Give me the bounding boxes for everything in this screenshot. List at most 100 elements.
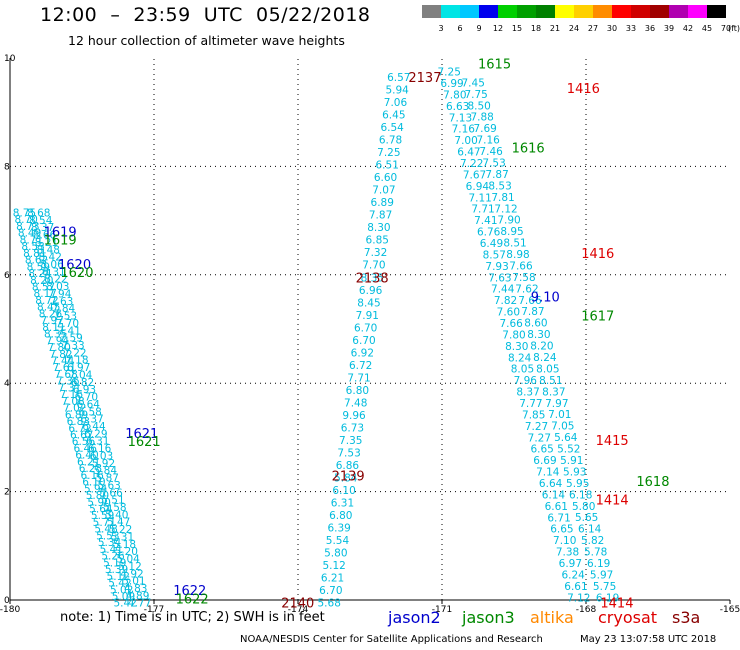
swh-value-label: 7.58	[512, 272, 535, 284]
swh-value-label: 8.17	[34, 288, 57, 300]
swh-value-label: 8.71	[20, 234, 43, 246]
swh-value-label: 5.19	[103, 557, 126, 569]
orbit-pass-label: 2140	[281, 597, 314, 612]
swh-value-label: 6.72	[68, 423, 91, 435]
orbit-pass-label: 1622	[176, 592, 209, 607]
swh-value-label: 6.99	[440, 78, 463, 90]
swh-value-label: 7.48	[344, 397, 367, 409]
swh-value-label: 5.09	[112, 591, 135, 603]
y-tick-label: 4	[4, 379, 10, 389]
swh-value-label: 7.66	[509, 260, 533, 272]
scale-swatch	[593, 5, 612, 18]
swh-value-label: 8.53	[488, 180, 511, 192]
swh-value-label: 7.00	[454, 135, 477, 147]
swh-value-label: 6.92	[351, 347, 374, 359]
scale-tick-label: 45	[702, 24, 712, 33]
swh-value-label: 5.01	[122, 576, 145, 588]
orbit-pass-label: 9.10	[531, 290, 560, 305]
swh-value-label: 6.72	[349, 360, 372, 372]
scale-tick-label: 39	[664, 24, 674, 33]
swh-value-label: 5.34	[98, 537, 122, 549]
x-tick-label: -168	[576, 605, 597, 615]
scale-tick-label: 21	[550, 24, 560, 33]
swh-value-label: 7.91	[356, 310, 379, 322]
swh-value-label: 5.58	[103, 502, 126, 514]
swh-value-label: 8.24	[28, 268, 52, 280]
scale-swatch	[612, 5, 631, 18]
swh-value-label: 6.76	[477, 227, 501, 239]
swh-value-label: 7.97	[545, 398, 568, 410]
swh-value-label: 7.07	[372, 185, 395, 197]
swh-value-label: 7.90	[497, 215, 520, 227]
swh-value-label: 5.20	[115, 546, 138, 558]
swh-value-label: 7.36	[56, 376, 80, 388]
scale-swatch	[460, 5, 479, 18]
swh-value-label: 5.42	[108, 578, 131, 590]
swh-value-label: 6.49	[480, 238, 503, 250]
swh-value-label: 7.70	[362, 260, 385, 272]
swh-value-label: 6.82	[71, 377, 94, 389]
swh-value-label: 8.03	[46, 281, 69, 293]
note-text: note: 1) Time is in UTC; 2) SWH is in fe…	[60, 610, 325, 625]
swh-value-label: 7.94	[48, 288, 72, 300]
swh-value-label: 5.90	[87, 497, 110, 509]
chart-title: 12:00 – 23:59 UTC 05/22/2018	[40, 4, 371, 26]
swh-value-label: 7.68	[54, 369, 77, 381]
swh-value-label: 7.12	[494, 203, 517, 215]
swh-value-label: 7.14	[536, 467, 560, 479]
scale-swatch	[479, 5, 498, 18]
swh-value-label: 7.53	[337, 447, 360, 459]
scale-swatch	[536, 5, 555, 18]
swh-value-label: 5.64	[554, 432, 578, 444]
swh-value-label: 5.31	[111, 531, 134, 543]
swh-value-label: 8.05	[536, 363, 559, 375]
swh-value-label: 7.05	[551, 421, 574, 433]
swh-value-label: 7.75	[464, 89, 487, 101]
scale-tick-label: 3	[438, 24, 443, 33]
swh-value-label: 8.95	[500, 226, 523, 238]
swh-value-label: 7.41	[474, 215, 497, 227]
swh-value-label: 5.12	[107, 571, 130, 583]
swh-value-label: 7.61	[53, 362, 76, 374]
swh-value-label: 5.12	[322, 560, 345, 572]
scale-tick-label: 12	[493, 24, 503, 33]
swh-value-label: 7.80	[502, 329, 525, 341]
orbit-pass-label: 1622	[173, 584, 206, 599]
swh-value-label: 8.54	[29, 215, 53, 227]
orbit-pass-label: 2139	[332, 469, 365, 484]
y-tick-label: 10	[4, 54, 16, 64]
swh-value-label: 6.83	[67, 416, 90, 428]
swh-value-label: 5.92	[92, 458, 115, 470]
swh-value-label: 7.87	[521, 306, 544, 318]
swh-value-label: 8.26	[39, 308, 63, 320]
swh-value-label: 7.71	[347, 372, 370, 384]
swh-value-label: 7.02	[63, 403, 86, 415]
swh-value-label: 8.59	[27, 261, 50, 273]
scale-tick-label: 36	[645, 24, 655, 33]
swh-value-label: 6.45	[382, 110, 405, 122]
chart-axes: -180 -177 -174 -171 -168 -165 0 2 4 6 8 10	[0, 54, 740, 615]
legend-jason2: jason2	[388, 608, 441, 627]
swh-value-label: 6.24	[561, 569, 585, 581]
swh-value-label: 8.06	[40, 259, 64, 271]
swh-value-label: 5.78	[584, 547, 607, 559]
x-tick-label: -165	[720, 605, 740, 615]
swh-value-label: 6.28	[79, 463, 102, 475]
swh-value-label: 7.77	[519, 398, 542, 410]
swh-value-label: 8.45	[37, 302, 60, 314]
scale-tick-label: 70	[721, 24, 731, 33]
swh-value-label: 6.97	[67, 362, 90, 374]
swh-value-label: 6.94	[466, 181, 490, 193]
swh-value-label: 7.44	[51, 355, 75, 367]
swh-value-label: 6.16	[80, 470, 104, 482]
orbit-pass-label: 1414	[600, 597, 633, 612]
swh-value-label: 7.88	[470, 112, 493, 124]
swh-value-label: 6.44	[82, 421, 106, 433]
chart-subtitle: 12 hour collection of altimeter wave hei…	[68, 33, 345, 48]
swh-value-label: 5.47	[107, 517, 130, 529]
swh-value-label: 8.35	[361, 272, 384, 284]
swh-value-label: 7.87	[369, 210, 392, 222]
swh-value-label: 5.97	[590, 569, 613, 581]
swh-value-label: 8.37	[516, 387, 539, 399]
swh-value-label: 6.70	[319, 585, 342, 597]
